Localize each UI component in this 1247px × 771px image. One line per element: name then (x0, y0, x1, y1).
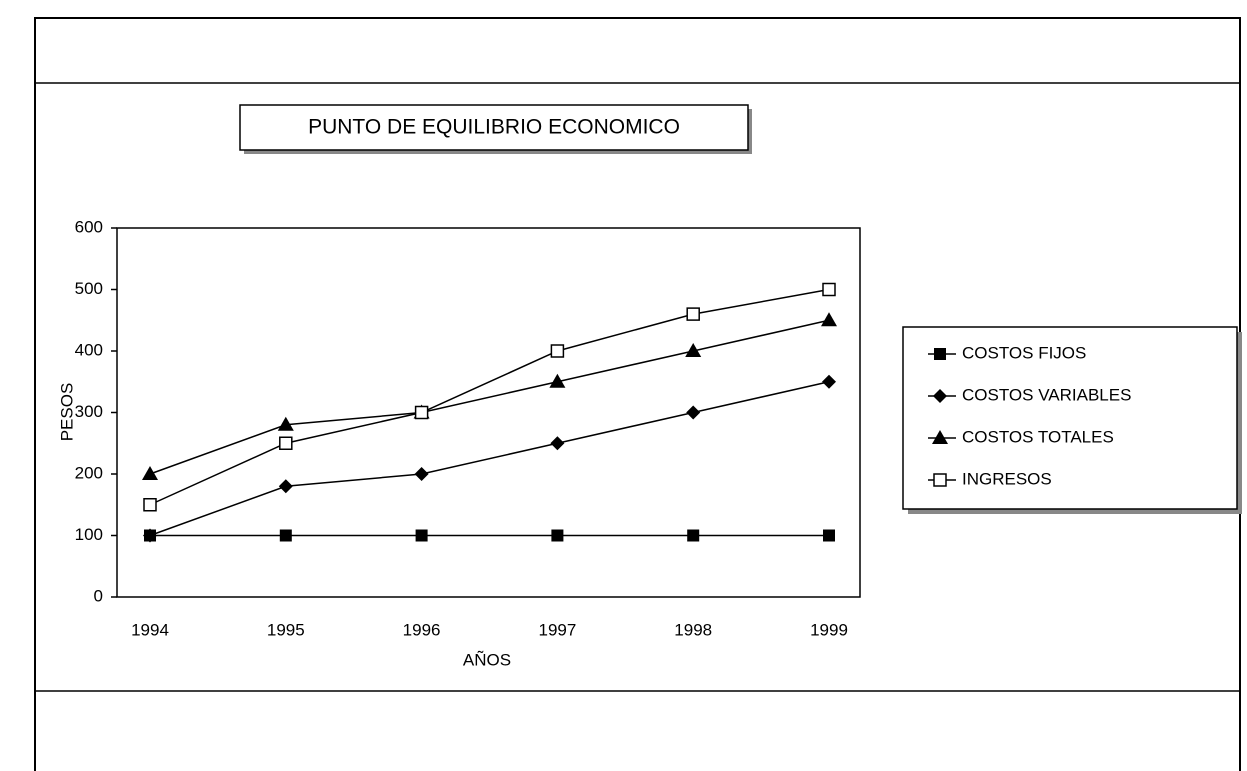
legend-marker (933, 473, 947, 487)
x-tick-label: 1998 (674, 620, 712, 639)
x-axis-label: AÑOS (463, 650, 511, 669)
y-axis-label: PESOS (57, 383, 76, 442)
marker (685, 343, 702, 357)
y-tick-label: 100 (75, 525, 103, 544)
chart-title: PUNTO DE EQUILIBRIO ECONOMICO (308, 116, 680, 139)
marker (279, 436, 293, 450)
y-tick-label: 300 (75, 402, 103, 421)
legend-label: COSTOS TOTALES (962, 427, 1114, 446)
marker (823, 529, 835, 542)
x-tick-label: 1997 (538, 620, 576, 639)
x-tick-label: 1996 (403, 620, 441, 639)
marker (143, 528, 157, 543)
marker (821, 312, 837, 327)
legend-marker (932, 430, 948, 444)
marker (822, 374, 836, 389)
marker (279, 529, 292, 542)
series-line (149, 381, 830, 537)
y-tick-label: 500 (75, 279, 103, 298)
marker (550, 436, 565, 451)
marker (686, 405, 701, 420)
marker (822, 282, 836, 297)
legend-label: INGRESOS (962, 469, 1052, 488)
marker (549, 373, 566, 388)
marker (142, 466, 158, 480)
x-tick-label: 1995 (267, 620, 305, 639)
marker (414, 405, 429, 420)
plot-area (116, 227, 861, 598)
y-tick-label: 200 (75, 463, 103, 482)
x-tick-label: 1999 (810, 620, 848, 639)
legend-label: COSTOS VARIABLES (962, 385, 1131, 404)
marker (687, 529, 700, 542)
title-box (239, 104, 749, 151)
series-line (149, 319, 830, 475)
y-tick-label: 0 (94, 586, 103, 605)
x-tick-label: 1994 (131, 620, 169, 639)
marker (550, 344, 565, 358)
marker (414, 467, 429, 481)
marker (143, 498, 157, 512)
y-tick-label: 600 (75, 217, 103, 236)
y-tick-label: 400 (75, 340, 103, 359)
marker (551, 529, 564, 542)
legend-marker (934, 348, 946, 360)
marker (686, 307, 700, 321)
legend-label: COSTOS FIJOS (962, 343, 1086, 362)
marker (278, 479, 293, 494)
legend-marker (933, 389, 947, 403)
series-line (149, 288, 830, 506)
legend-box (902, 326, 1238, 510)
marker (415, 529, 428, 542)
marker (277, 416, 294, 431)
